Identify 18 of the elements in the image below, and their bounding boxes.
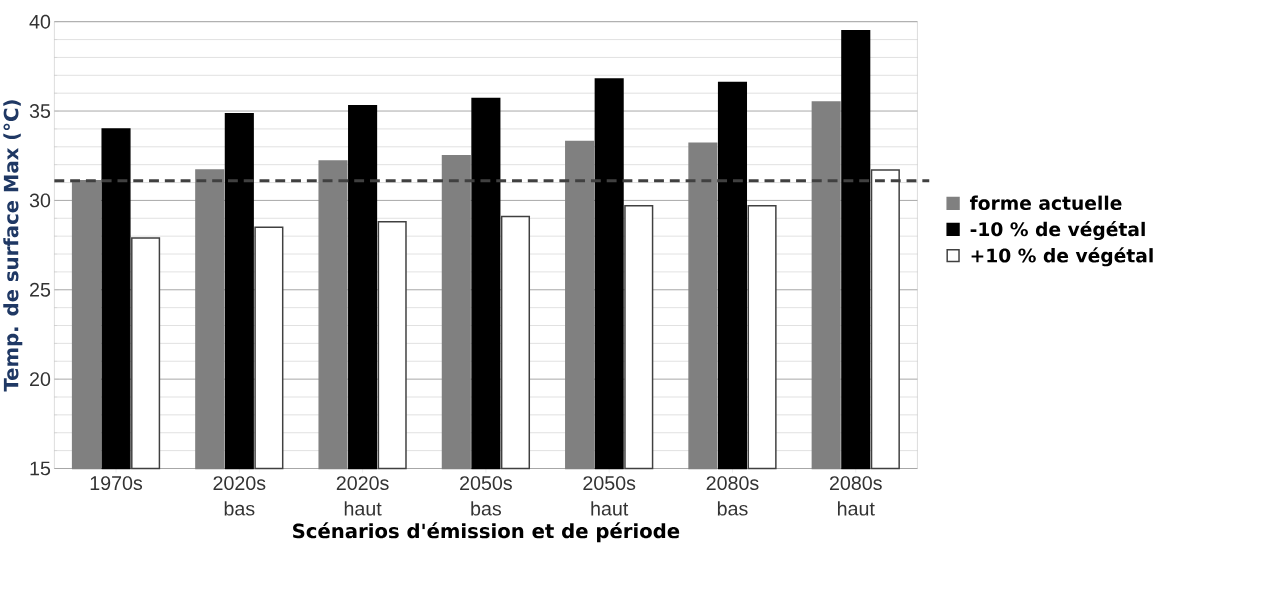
x-tick-label: 2050s haut — [583, 476, 636, 516]
legend-label: forme actuelle — [969, 195, 1122, 211]
y-tick-label: 35 — [29, 104, 51, 119]
legend-label: -10 % de végétal — [970, 221, 1145, 241]
legend-label: +10 % de végétal — [971, 247, 1153, 267]
x-tick-label: 2020s haut — [336, 476, 389, 516]
x-tick-label: 2020s bas — [213, 476, 266, 516]
y-tick-label: 20 — [30, 372, 51, 387]
x-tick-label: 2080s bas — [706, 476, 759, 516]
y-tick-label: 30 — [29, 193, 51, 208]
y-tick-label: 40 — [29, 14, 51, 29]
y-tick-label: 15 — [30, 461, 51, 476]
y-axis-title: Temp. de surface Max (°C) — [3, 100, 23, 392]
y-tick-label: 25 — [30, 282, 51, 297]
x-axis-title: Scénarios d'émission et de période — [293, 522, 680, 543]
x-tick-label: 1970s — [90, 476, 143, 491]
x-tick-label: 2080s haut — [829, 476, 882, 516]
x-tick-label: 2050s bas — [460, 476, 512, 516]
